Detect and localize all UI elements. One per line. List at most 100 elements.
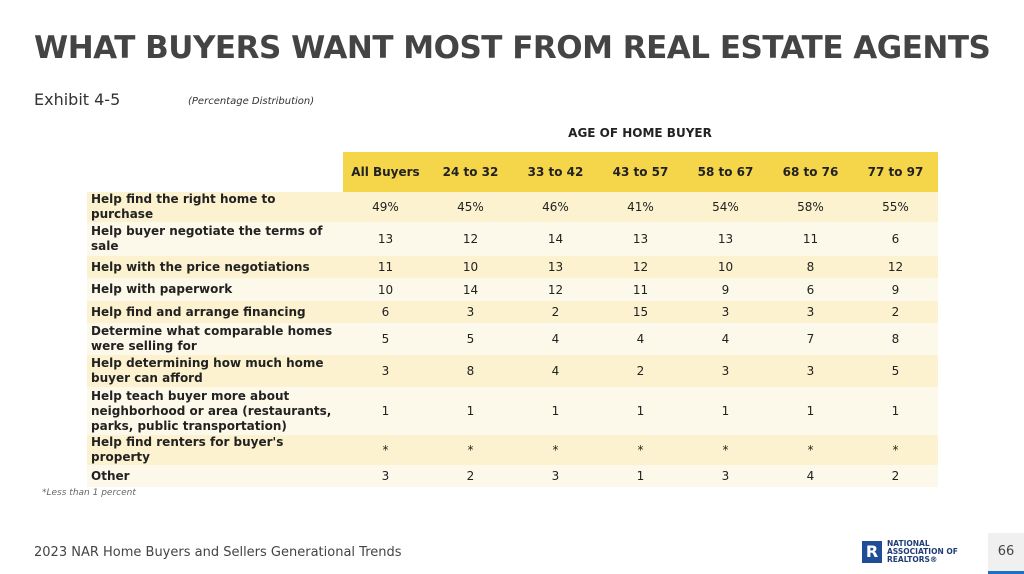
- cell: 12: [513, 278, 598, 301]
- cell: 3: [513, 465, 598, 487]
- cell: 13: [513, 256, 598, 278]
- row-label: Help with paperwork: [87, 278, 343, 301]
- logo-line: NATIONAL: [887, 539, 930, 548]
- cell: *: [768, 435, 853, 465]
- cell: *: [853, 435, 938, 465]
- table-row: Help find renters for buyer's property * *…: [87, 435, 938, 465]
- cell: 13: [343, 222, 428, 256]
- cell: 1: [683, 387, 768, 435]
- cell: 10: [683, 256, 768, 278]
- cell: *: [343, 435, 428, 465]
- cell: *: [513, 435, 598, 465]
- row-label: Help teach buyer more about neighborhood…: [87, 387, 343, 435]
- cell: 7: [768, 323, 853, 355]
- row-label: Help find the right home to purchase: [87, 192, 343, 222]
- table-row: Other 3 2 3 1 3 4 2: [87, 465, 938, 487]
- cell: 4: [513, 355, 598, 387]
- logo-line: REALTORS®: [887, 555, 938, 564]
- table-row: Help find and arrange financing 6 3 2 15 3 3 2: [87, 301, 938, 323]
- table-row: Help determining how much home buyer can…: [87, 355, 938, 387]
- logo-line: ASSOCIATION OF: [887, 547, 958, 556]
- cell: 58%: [768, 192, 853, 222]
- logo-text: NATIONAL ASSOCIATION OF REALTORS®: [887, 540, 958, 564]
- row-label: Help with the price negotiations: [87, 256, 343, 278]
- column-header: 33 to 42: [513, 152, 598, 192]
- row-label: Help buyer negotiate the terms of sale: [87, 222, 343, 256]
- column-header: 24 to 32: [428, 152, 513, 192]
- column-header: All Buyers: [343, 152, 428, 192]
- cell: 3: [683, 301, 768, 323]
- cell: 1: [598, 465, 683, 487]
- table-row: Help with the price negotiations 11 10 13 12…: [87, 256, 938, 278]
- column-header: 43 to 57: [598, 152, 683, 192]
- cell: 1: [598, 387, 683, 435]
- cell: 46%: [513, 192, 598, 222]
- cell: *: [683, 435, 768, 465]
- cell: 6: [853, 222, 938, 256]
- cell: *: [598, 435, 683, 465]
- table-row: Help teach buyer more about neighborhood…: [87, 387, 938, 435]
- column-header: 77 to 97: [853, 152, 938, 192]
- cell: 3: [683, 465, 768, 487]
- cell: 2: [598, 355, 683, 387]
- cell: 54%: [683, 192, 768, 222]
- cell: 55%: [853, 192, 938, 222]
- cell: 4: [683, 323, 768, 355]
- cell: 15: [598, 301, 683, 323]
- cell: 10: [343, 278, 428, 301]
- column-header: 68 to 76: [768, 152, 853, 192]
- table-row: Help buyer negotiate the terms of sale 13…: [87, 222, 938, 256]
- cell: 3: [428, 301, 513, 323]
- row-label: Other: [87, 465, 343, 487]
- row-label: Determine what comparable homes were sel…: [87, 323, 343, 355]
- cell: 4: [598, 323, 683, 355]
- cell: 1: [513, 387, 598, 435]
- exhibit: Exhibit 4-5: [34, 90, 121, 109]
- logo-mark: R: [862, 541, 882, 563]
- cell: 11: [768, 222, 853, 256]
- cell: 1: [853, 387, 938, 435]
- cell: 3: [768, 301, 853, 323]
- page-number: 66: [988, 533, 1024, 574]
- cell: 4: [768, 465, 853, 487]
- cell: 3: [343, 465, 428, 487]
- table-row: Help with paperwork 10 14 12 11 9 6 9: [87, 278, 938, 301]
- cell: 3: [768, 355, 853, 387]
- table-row: Determine what comparable homes were sel…: [87, 323, 938, 355]
- cell: 14: [428, 278, 513, 301]
- cell: 5: [343, 323, 428, 355]
- subtitle: (Percentage Distribution): [188, 96, 315, 107]
- cell: 2: [853, 301, 938, 323]
- cell: 1: [343, 387, 428, 435]
- cell: 45%: [428, 192, 513, 222]
- cell: 11: [598, 278, 683, 301]
- cell: 8: [428, 355, 513, 387]
- cell: 9: [683, 278, 768, 301]
- cell: 6: [768, 278, 853, 301]
- table-row: Help find the right home to purchase 49% 4…: [87, 192, 938, 222]
- column-header: 58 to 67: [683, 152, 768, 192]
- table: All Buyers 24 to 32 33 to 42 43 to 57 58 to …: [87, 152, 938, 487]
- row-label: Help find renters for buyer's property: [87, 435, 343, 465]
- cell: 8: [768, 256, 853, 278]
- row-label: Help find and arrange financing: [87, 301, 343, 323]
- logo: R NATIONAL ASSOCIATION OF REALTORS®: [862, 540, 958, 564]
- cell: 2: [853, 465, 938, 487]
- cell: 5: [428, 323, 513, 355]
- cell: 4: [513, 323, 598, 355]
- cell: 2: [513, 301, 598, 323]
- cell: 6: [343, 301, 428, 323]
- cell: 13: [598, 222, 683, 256]
- title: WHAT BUYERS WANT MOST FROM REAL ESTATE A…: [34, 30, 991, 66]
- cell: 3: [683, 355, 768, 387]
- row-label: Help determining how much home buyer can…: [87, 355, 343, 387]
- cell: 12: [853, 256, 938, 278]
- header-row: All Buyers 24 to 32 33 to 42 43 to 57 58 to …: [87, 152, 938, 192]
- cell: *: [428, 435, 513, 465]
- cell: 49%: [343, 192, 428, 222]
- cell: 2: [428, 465, 513, 487]
- source: 2023 NAR Home Buyers and Sellers Generat…: [34, 545, 402, 560]
- group-header: AGE OF HOME BUYER: [568, 126, 712, 140]
- cell: 3: [343, 355, 428, 387]
- cell: 13: [683, 222, 768, 256]
